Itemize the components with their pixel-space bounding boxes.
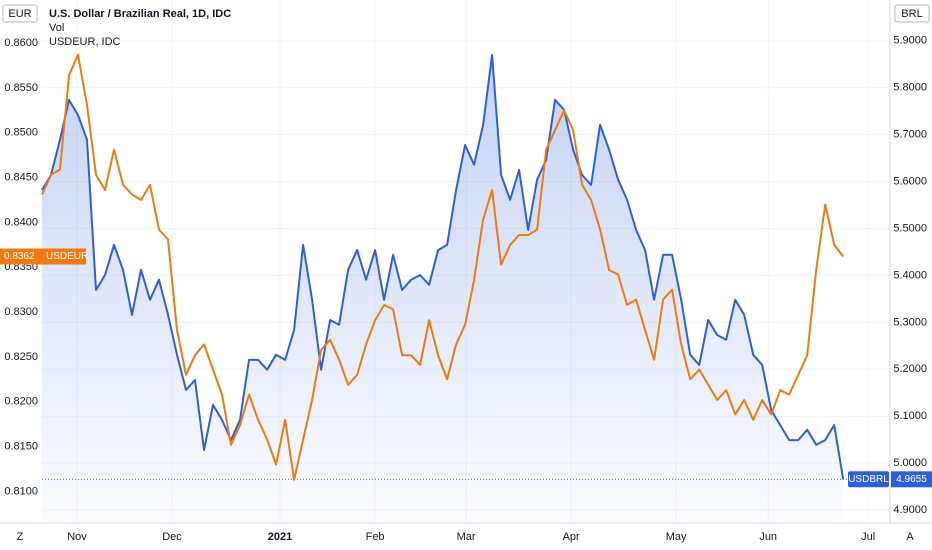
last-value-label: 0.8362	[4, 251, 35, 262]
y2-tick-label: 5.7000	[893, 129, 927, 141]
x-tick-label: May	[666, 531, 687, 543]
legend-vol: Vol	[49, 22, 64, 34]
left-scale-box[interactable]	[2, 4, 38, 23]
y-tick-label: 0.8500	[4, 127, 38, 139]
zoom-button[interactable]: Z	[17, 531, 24, 543]
series-name-badge	[848, 471, 889, 488]
y2-tick-label: 5.9000	[893, 35, 927, 47]
x-tick-label: Feb	[366, 531, 385, 543]
y-tick-label: 0.8150	[4, 441, 38, 453]
y2-tick-label: 5.5000	[893, 222, 927, 234]
right-scale-box[interactable]	[894, 4, 930, 23]
last-value-badge	[891, 471, 932, 488]
series-name: USDBRL	[848, 474, 889, 485]
y-tick-label: 0.8450	[4, 171, 38, 183]
line	[41, 53, 845, 480]
x-tick-label: 2021	[268, 531, 292, 543]
x-tick-label: Apr	[563, 531, 580, 543]
y-tick-label: 0.8550	[4, 82, 38, 94]
y2-tick-label: 4.9000	[893, 504, 927, 516]
y2-tick-label: 5.3000	[893, 316, 927, 328]
y-tick-label: 0.8250	[4, 351, 38, 363]
left-scale-label: EUR	[8, 8, 31, 20]
x-tick-label: Dec	[162, 531, 182, 543]
x-tick-label: Nov	[67, 531, 87, 543]
y-tick-label: 0.8100	[4, 485, 38, 497]
y2-tick-label: 5.4000	[893, 269, 927, 281]
chart-title: U.S. Dollar / Brazilian Real, 1D, IDC	[49, 8, 231, 20]
y2-tick-label: 5.6000	[893, 175, 927, 187]
y2-tick-label: 5.0000	[893, 457, 927, 469]
y2-tick-label: 5.2000	[893, 363, 927, 375]
x-tick-label: Mar	[457, 531, 476, 543]
y2-tick-label: 5.1000	[893, 410, 927, 422]
x-tick-label: Jun	[759, 531, 777, 543]
right-scale-label: BRL	[901, 8, 922, 20]
last-value-label: 4.9655	[896, 474, 927, 485]
series-name: USDEUR	[46, 251, 88, 262]
x-tick-label: Jul	[861, 531, 875, 543]
y-tick-label: 0.8200	[4, 396, 38, 408]
line	[41, 53, 844, 481]
y-tick-label: 0.8600	[4, 37, 38, 49]
auto-button[interactable]: A	[906, 531, 914, 543]
y2-tick-label: 5.8000	[893, 82, 927, 94]
last-value-badge	[0, 248, 86, 265]
y-tick-label: 0.8400	[4, 216, 38, 228]
plot	[41, 53, 890, 523]
legend-compare: USDEUR, IDC	[49, 36, 121, 48]
y-tick-label: 0.8300	[4, 306, 38, 318]
